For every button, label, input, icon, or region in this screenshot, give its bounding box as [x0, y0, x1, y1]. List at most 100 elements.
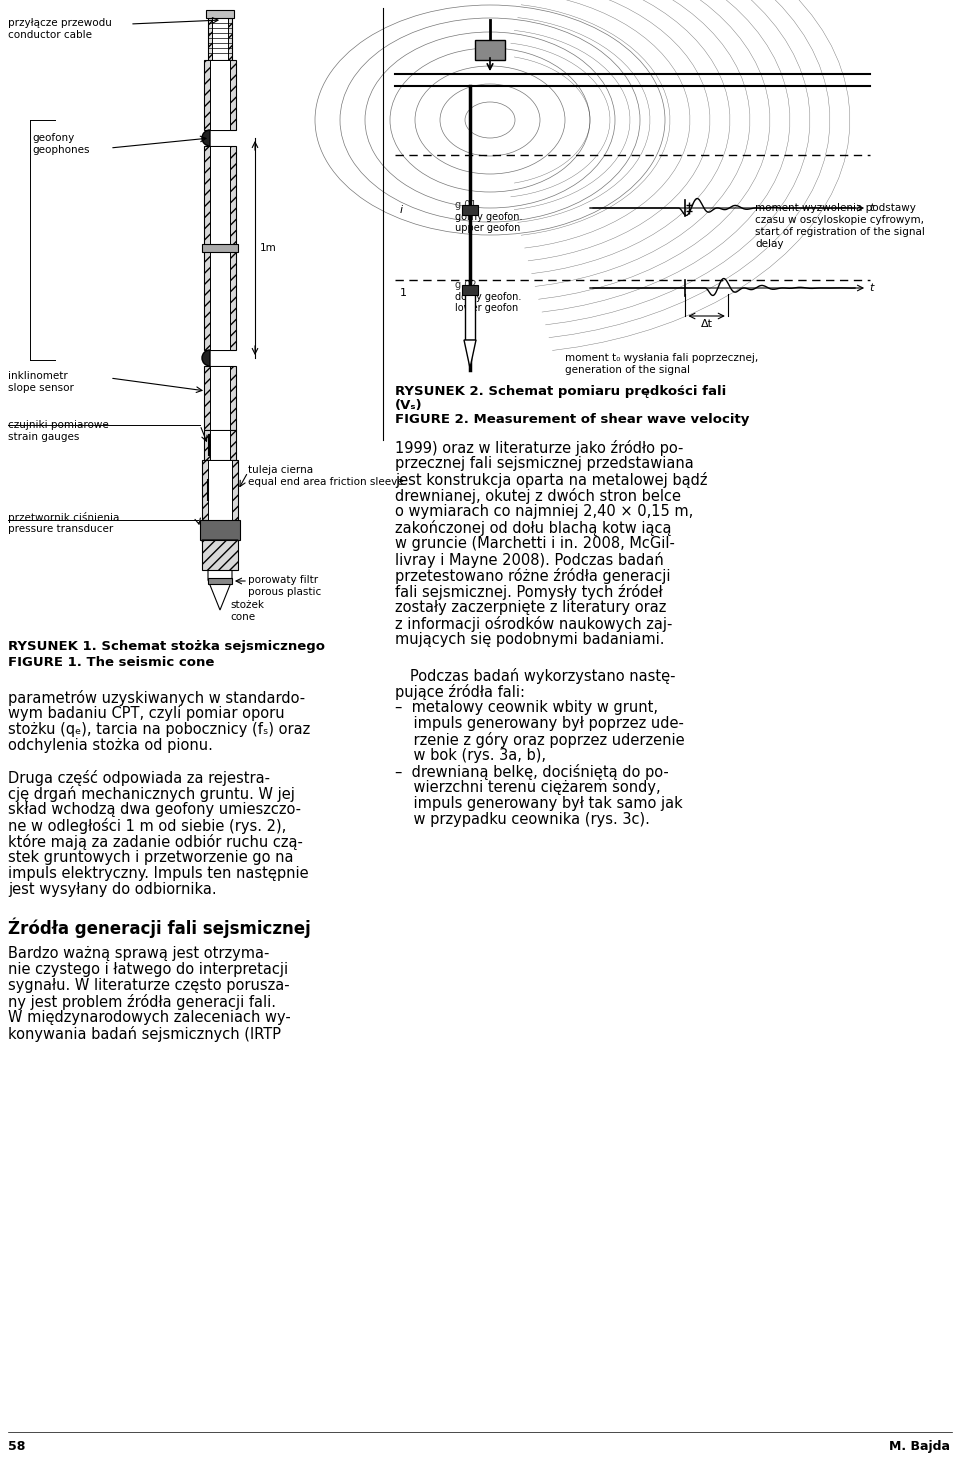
Text: cję drgań mechanicznych gruntu. W jej: cję drgań mechanicznych gruntu. W jej [8, 786, 295, 802]
Bar [465, 290, 475, 340]
Text: ny jest problem źródła generacji fali.: ny jest problem źródła generacji fali. [8, 994, 276, 1010]
Text: livray i Mayne 2008). Podczas badań: livray i Mayne 2008). Podczas badań [395, 552, 663, 568]
Bar [210, 146, 230, 350]
Text: lower geofon: lower geofon [455, 303, 518, 314]
Bar [210, 366, 230, 430]
Text: geofony: geofony [32, 133, 74, 143]
Text: górny geofon.: górny geofon. [455, 212, 522, 223]
Text: 1: 1 [400, 287, 407, 298]
Text: impuls generowany był tak samo jak: impuls generowany był tak samo jak [395, 797, 683, 811]
Text: moment wyzwolenia podstawy: moment wyzwolenia podstawy [755, 203, 916, 213]
Text: (Vₛ): (Vₛ) [395, 398, 422, 411]
Text: w bok (rys. 3a, b),: w bok (rys. 3a, b), [395, 748, 546, 763]
Wedge shape [202, 350, 210, 366]
Text: Bardzo ważną sprawą jest otrzyma-: Bardzo ważną sprawą jest otrzyma- [8, 945, 270, 961]
Text: odchylenia stożka od pionu.: odchylenia stożka od pionu. [8, 738, 213, 753]
Text: impuls elektryczny. Impuls ten następnie: impuls elektryczny. Impuls ten następnie [8, 867, 308, 881]
Text: delay: delay [755, 239, 783, 249]
Bar [212, 18, 228, 60]
Text: o wymiarach co najmniej 2,40 × 0,15 m,: o wymiarach co najmniej 2,40 × 0,15 m, [395, 503, 693, 519]
Wedge shape [202, 130, 210, 146]
Text: strain gauges: strain gauges [8, 432, 80, 442]
Text: RYSUNEK 1. Schemat stożka sejsmicznego: RYSUNEK 1. Schemat stożka sejsmicznego [8, 641, 325, 654]
Text: generation of the signal: generation of the signal [565, 365, 690, 375]
Text: t: t [869, 283, 874, 293]
Text: wierzchni terenu ciężarem sondy,: wierzchni terenu ciężarem sondy, [395, 781, 660, 795]
Text: g 02: g 02 [455, 280, 476, 290]
Text: pujące źródła fali:: pujące źródła fali: [395, 684, 525, 700]
Text: skład wchodzą dwa geofony umieszczo-: skład wchodzą dwa geofony umieszczo- [8, 802, 301, 817]
Text: –  metalowy ceownik wbity w grunt,: – metalowy ceownik wbity w grunt, [395, 700, 658, 715]
Text: porous plastic: porous plastic [248, 587, 322, 597]
Text: wym badaniu CPT, czyli pomiar oporu: wym badaniu CPT, czyli pomiar oporu [8, 706, 284, 721]
Text: stożek: stożek [230, 600, 264, 610]
Text: jest wysyłany do odbiornika.: jest wysyłany do odbiornika. [8, 883, 217, 897]
Text: dolny geofon.: dolny geofon. [455, 292, 521, 302]
Text: przecznej fali sejsmicznej przedstawiana: przecznej fali sejsmicznej przedstawiana [395, 457, 694, 471]
Text: geophones: geophones [32, 144, 89, 155]
Text: W międzynarodowych zaleceniach wy-: W międzynarodowych zaleceniach wy- [8, 1010, 291, 1026]
Text: M. Bajda: M. Bajda [889, 1440, 950, 1453]
Text: w przypadku ceownika (rys. 3c).: w przypadku ceownika (rys. 3c). [395, 813, 650, 827]
Polygon shape [464, 340, 476, 368]
Text: przetwornik ciśnienia: przetwornik ciśnienia [8, 512, 119, 522]
Bar [206, 10, 234, 18]
Text: FIGURE 1. The seismic cone: FIGURE 1. The seismic cone [8, 657, 214, 670]
Text: nie czystego i łatwego do interpretacji: nie czystego i łatwego do interpretacji [8, 961, 288, 978]
Text: inklinometr: inklinometr [8, 371, 68, 381]
Bar [208, 460, 232, 519]
Text: czasu w oscyloskopie cyfrowym,: czasu w oscyloskopie cyfrowym, [755, 214, 924, 225]
Text: i: i [400, 206, 403, 214]
Text: porowaty filtr: porowaty filtr [248, 575, 318, 585]
Text: 1m: 1m [260, 244, 276, 252]
FancyBboxPatch shape [204, 60, 236, 130]
FancyBboxPatch shape [202, 460, 238, 519]
Bar [210, 60, 230, 130]
Text: mujących się podobnymi badaniami.: mujących się podobnymi badaniami. [395, 632, 664, 646]
FancyBboxPatch shape [204, 146, 236, 350]
Text: tuleja cierna: tuleja cierna [248, 465, 313, 476]
Polygon shape [202, 540, 238, 610]
Text: FIGURE 2. Measurement of shear wave velocity: FIGURE 2. Measurement of shear wave velo… [395, 413, 750, 426]
Text: t: t [869, 203, 874, 213]
Bar [462, 206, 478, 214]
Text: start of registration of the signal: start of registration of the signal [755, 228, 924, 236]
Text: Δt: Δt [701, 320, 712, 328]
Text: fali sejsmicznej. Pomysły tych źródeł: fali sejsmicznej. Pomysły tych źródeł [395, 584, 662, 600]
Bar [475, 39, 505, 60]
Text: stożku (qₑ), tarcia na pobocznicy (fₛ) oraz: stożku (qₑ), tarcia na pobocznicy (fₛ) o… [8, 722, 310, 737]
Text: parametrów uzyskiwanych w standardo-: parametrów uzyskiwanych w standardo- [8, 690, 305, 706]
Text: slope sensor: slope sensor [8, 384, 74, 392]
Text: pressure transducer: pressure transducer [8, 524, 113, 534]
Text: Druga część odpowiada za rejestra-: Druga część odpowiada za rejestra- [8, 770, 270, 786]
Text: konywania badań sejsmicznych (IRTP: konywania badań sejsmicznych (IRTP [8, 1026, 281, 1042]
Text: rzenie z góry oraz poprzez uderzenie: rzenie z góry oraz poprzez uderzenie [395, 732, 684, 748]
Text: jest konstrukcja oparta na metalowej bądź: jest konstrukcja oparta na metalowej bąd… [395, 473, 708, 487]
FancyBboxPatch shape [202, 540, 238, 570]
Text: czujniki pomiarowe: czujniki pomiarowe [8, 420, 108, 430]
Text: –  drewnianą belkę, dociśniętą do po-: – drewnianą belkę, dociśniętą do po- [395, 765, 669, 781]
Text: 1999) oraz w literaturze jako źródło po-: 1999) oraz w literaturze jako źródło po- [395, 441, 684, 457]
Text: RYSUNEK 2. Schemat pomiaru prędkości fali: RYSUNEK 2. Schemat pomiaru prędkości fal… [395, 385, 727, 398]
Text: przetestowano różne źródła generacji: przetestowano różne źródła generacji [395, 568, 670, 584]
Text: drewnianej, okutej z dwóch stron belce: drewnianej, okutej z dwóch stron belce [395, 487, 681, 503]
Text: equal end area friction sleeve: equal end area friction sleeve [248, 477, 403, 487]
FancyBboxPatch shape [208, 18, 232, 60]
Text: zakończonej od dołu blachą kotw iącą: zakończonej od dołu blachą kotw iącą [395, 519, 671, 535]
Bar [208, 578, 232, 584]
Bar [200, 519, 240, 540]
Text: przyłącze przewodu: przyłącze przewodu [8, 18, 112, 28]
Text: które mają za zadanie odbiór ruchu czą-: które mają za zadanie odbiór ruchu czą- [8, 835, 302, 851]
Bar [462, 285, 478, 295]
Text: stek gruntowych i przetworzenie go na: stek gruntowych i przetworzenie go na [8, 851, 294, 865]
FancyBboxPatch shape [204, 430, 236, 460]
Text: upper geofon: upper geofon [455, 223, 520, 233]
Text: z informacji ośrodków naukowych zaj-: z informacji ośrodków naukowych zaj- [395, 616, 672, 632]
FancyBboxPatch shape [204, 366, 236, 430]
Bar [210, 430, 230, 460]
Text: conductor cable: conductor cable [8, 31, 92, 39]
Text: zostały zaczerpnięte z literatury oraz: zostały zaczerpnięte z literatury oraz [395, 600, 666, 616]
Text: g 01: g 01 [455, 200, 476, 210]
Text: impuls generowany był poprzez ude-: impuls generowany był poprzez ude- [395, 716, 684, 731]
Text: ne w odległości 1 m od siebie (rys. 2),: ne w odległości 1 m od siebie (rys. 2), [8, 818, 286, 835]
